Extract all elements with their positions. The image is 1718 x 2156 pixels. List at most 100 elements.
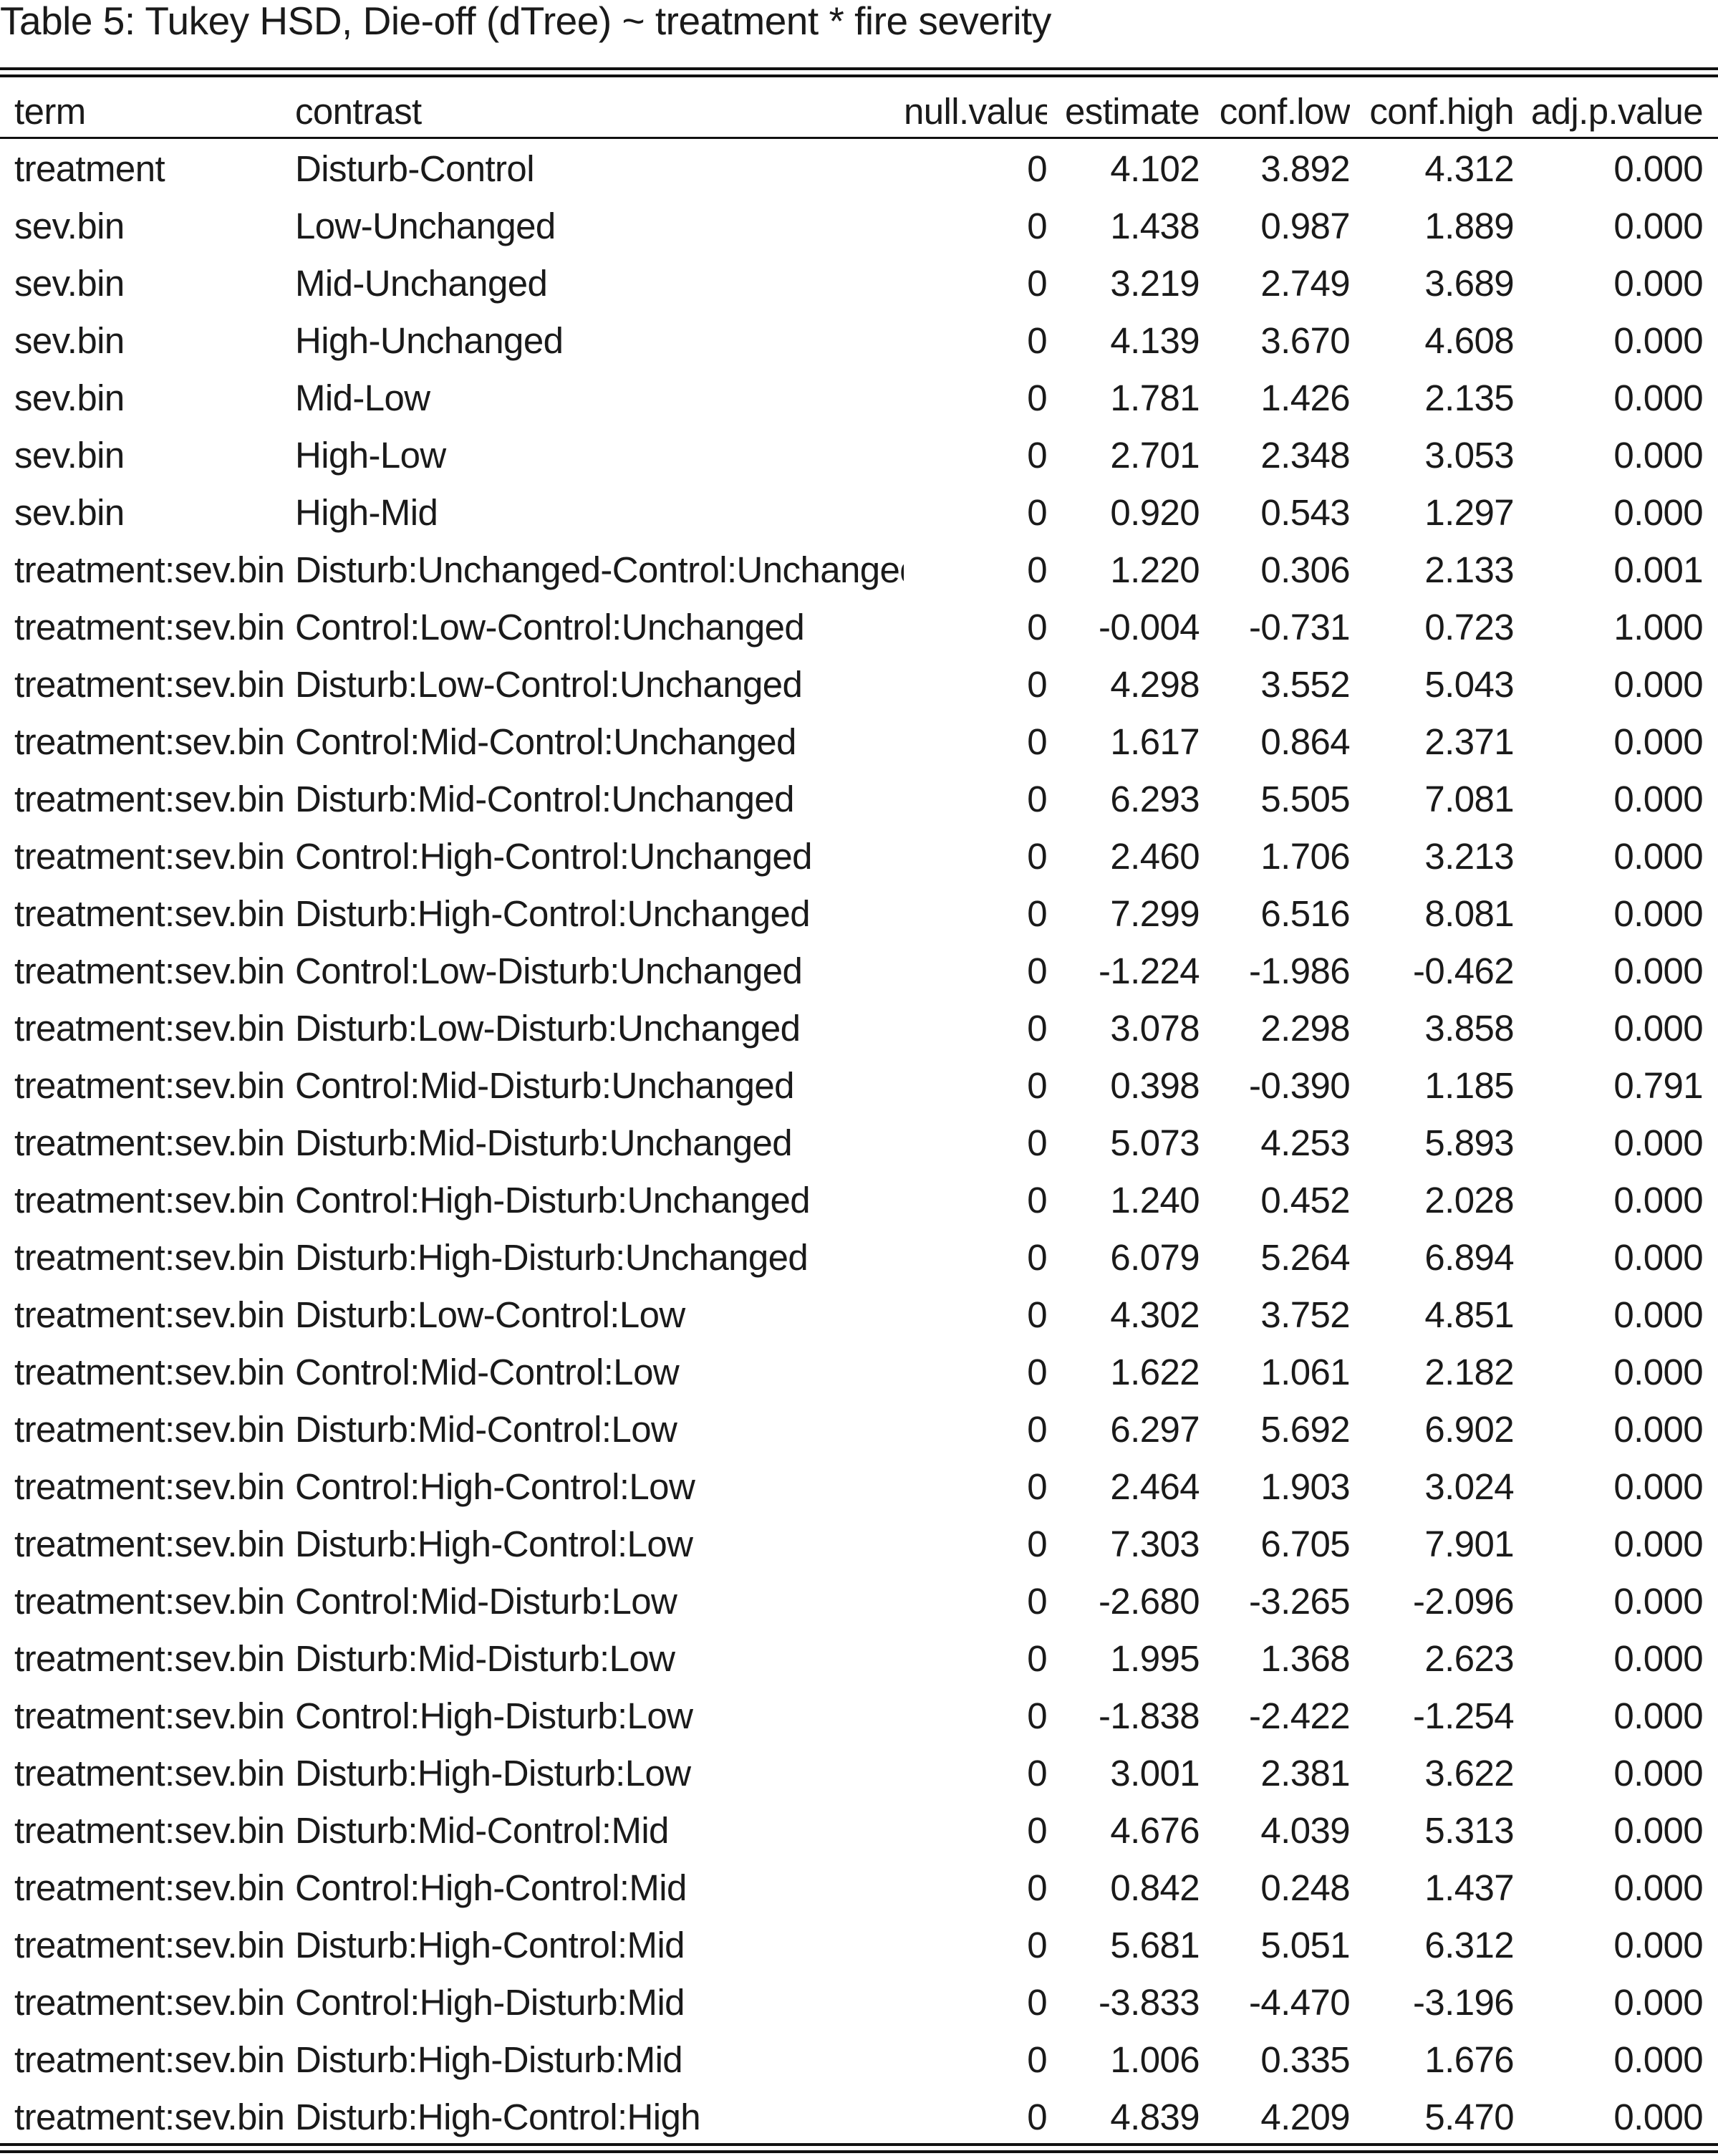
cell-estimate: 3.219 (1110, 262, 1200, 304)
cell-conf-low: 0.248 (1260, 1867, 1350, 1908)
cell-null-value: 0 (1027, 1752, 1047, 1794)
cell-conf-low: 0.335 (1260, 2039, 1350, 2080)
cell-conf-high: 5.470 (1424, 2096, 1514, 2137)
cell-estimate: -2.680 (1098, 1580, 1200, 1622)
cell-conf-low: 0.987 (1260, 205, 1350, 246)
cell-contrast: Disturb:Mid-Disturb:Low (295, 1637, 675, 1679)
cell-null-value: 0 (1027, 1523, 1047, 1564)
cell-contrast: Disturb:Low-Control:Low (295, 1294, 685, 1335)
cell-adj-p-value: 0.000 (1613, 1752, 1703, 1794)
column-header-conf-low: conf.low (1219, 90, 1350, 132)
cell-conf-low: 1.061 (1260, 1351, 1350, 1392)
cell-term: treatment:sev.bin (14, 663, 285, 705)
cell-estimate: 1.781 (1110, 377, 1200, 418)
cell-conf-high: 3.858 (1424, 1007, 1514, 1049)
cell-adj-p-value: 0.000 (1613, 1408, 1703, 1450)
table-row: treatment:sev.bin Disturb:Mid-Control:Low… (0, 1400, 1718, 1458)
table-row: treatment:sev.bin Control:Low-Control:Unc… (0, 598, 1718, 655)
table-row: sev.bin High-Low 0 2.701 2.348 3.053 0.000 (0, 426, 1718, 483)
cell-term: treatment:sev.bin (14, 1466, 285, 1507)
cell-adj-p-value: 0.000 (1613, 1924, 1703, 1965)
cell-term: treatment:sev.bin (14, 549, 285, 590)
table-caption: Table 5: Tukey HSD, Die-off (dTree) ~ tr… (0, 0, 1051, 43)
cell-null-value: 0 (1027, 1466, 1047, 1507)
cell-conf-low: 3.552 (1260, 663, 1350, 705)
cell-estimate: 3.001 (1110, 1752, 1200, 1794)
cell-adj-p-value: 0.000 (1613, 2096, 1703, 2137)
cell-adj-p-value: 0.791 (1613, 1064, 1703, 1106)
table-row: treatment:sev.bin Control:High-Disturb:Mi… (0, 1973, 1718, 2031)
cell-null-value: 0 (1027, 1580, 1047, 1622)
cell-conf-low: 0.864 (1260, 721, 1350, 762)
cell-adj-p-value: 0.000 (1613, 2039, 1703, 2080)
table-row: treatment:sev.bin Control:Mid-Control:Unc… (0, 713, 1718, 770)
cell-estimate: 1.995 (1110, 1637, 1200, 1679)
table-row: treatment:sev.bin Control:Mid-Disturb:Unc… (0, 1057, 1718, 1114)
cell-estimate: 3.078 (1110, 1007, 1200, 1049)
cell-adj-p-value: 0.000 (1613, 1981, 1703, 2023)
cell-estimate: 4.102 (1110, 148, 1200, 189)
cell-conf-low: 3.670 (1260, 319, 1350, 361)
cell-conf-high: 2.133 (1424, 549, 1514, 590)
cell-conf-high: 4.851 (1424, 1294, 1514, 1335)
cell-conf-high: -1.254 (1412, 1695, 1514, 1736)
cell-contrast: Disturb-Control (295, 148, 535, 189)
cell-conf-high: 5.893 (1424, 1122, 1514, 1163)
cell-conf-high: 2.028 (1424, 1179, 1514, 1221)
cell-term: sev.bin (14, 377, 125, 418)
column-header-term: term (14, 90, 86, 132)
cell-adj-p-value: 0.000 (1613, 1523, 1703, 1564)
cell-contrast: Control:High-Disturb:Mid (295, 1981, 685, 2023)
cell-adj-p-value: 0.000 (1613, 148, 1703, 189)
cell-contrast: Control:Mid-Control:Low (295, 1351, 680, 1392)
cell-null-value: 0 (1027, 1351, 1047, 1392)
cell-null-value: 0 (1027, 1408, 1047, 1450)
cell-conf-low: 4.039 (1260, 1809, 1350, 1851)
cell-conf-low: -1.986 (1248, 950, 1350, 991)
cell-null-value: 0 (1027, 1924, 1047, 1965)
cell-adj-p-value: 0.000 (1613, 1637, 1703, 1679)
cell-term: sev.bin (14, 434, 125, 476)
cell-conf-low: 0.306 (1260, 549, 1350, 590)
cell-estimate: 4.676 (1110, 1809, 1200, 1851)
cell-adj-p-value: 0.000 (1613, 1122, 1703, 1163)
cell-conf-low: -3.265 (1248, 1580, 1350, 1622)
cell-null-value: 0 (1027, 434, 1047, 476)
table-row: treatment:sev.bin Control:Mid-Control:Low… (0, 1343, 1718, 1400)
cell-estimate: 2.701 (1110, 434, 1200, 476)
table-row: treatment Disturb-Control 0 4.102 3.892 4.312… (0, 140, 1718, 197)
cell-contrast: High-Unchanged (295, 319, 564, 361)
cell-conf-high: -0.462 (1412, 950, 1514, 991)
cell-adj-p-value: 0.000 (1613, 1695, 1703, 1736)
cell-estimate: 2.464 (1110, 1466, 1200, 1507)
cell-null-value: 0 (1027, 950, 1047, 991)
cell-null-value: 0 (1027, 835, 1047, 877)
table-row: sev.bin Mid-Unchanged 0 3.219 2.749 3.689 0.00… (0, 254, 1718, 312)
cell-null-value: 0 (1027, 148, 1047, 189)
cell-contrast: Disturb:High-Control:Mid (295, 1924, 685, 1965)
cell-null-value: 0 (1027, 1122, 1047, 1163)
cell-adj-p-value: 0.000 (1613, 778, 1703, 819)
cell-conf-high: 3.213 (1424, 835, 1514, 877)
cell-conf-high: 8.081 (1424, 892, 1514, 934)
cell-contrast: Disturb:Mid-Disturb:Unchanged (295, 1122, 793, 1163)
table-row: treatment:sev.bin Disturb:Mid-Control:Mid… (0, 1801, 1718, 1859)
table-row: treatment:sev.bin Disturb:Unchanged-Contr… (0, 541, 1718, 598)
cell-conf-high: 5.043 (1424, 663, 1514, 705)
table-row: treatment:sev.bin Control:Mid-Disturb:Low… (0, 1572, 1718, 1630)
cell-conf-high: 6.312 (1424, 1924, 1514, 1965)
cell-term: treatment:sev.bin (14, 1523, 285, 1564)
cell-conf-low: 4.209 (1260, 2096, 1350, 2137)
cell-estimate: 6.293 (1110, 778, 1200, 819)
cell-estimate: -3.833 (1098, 1981, 1200, 2023)
cell-term: treatment:sev.bin (14, 1294, 285, 1335)
cell-null-value: 0 (1027, 2096, 1047, 2137)
cell-adj-p-value: 0.000 (1613, 1294, 1703, 1335)
cell-adj-p-value: 0.000 (1613, 319, 1703, 361)
cell-adj-p-value: 0.000 (1613, 1809, 1703, 1851)
cell-conf-high: 4.608 (1424, 319, 1514, 361)
table-row: treatment:sev.bin Disturb:Mid-Control:Unc… (0, 770, 1718, 827)
cell-contrast: Disturb:High-Disturb:Mid (295, 2039, 683, 2080)
cell-conf-low: 1.903 (1260, 1466, 1350, 1507)
cell-term: treatment:sev.bin (14, 1007, 285, 1049)
